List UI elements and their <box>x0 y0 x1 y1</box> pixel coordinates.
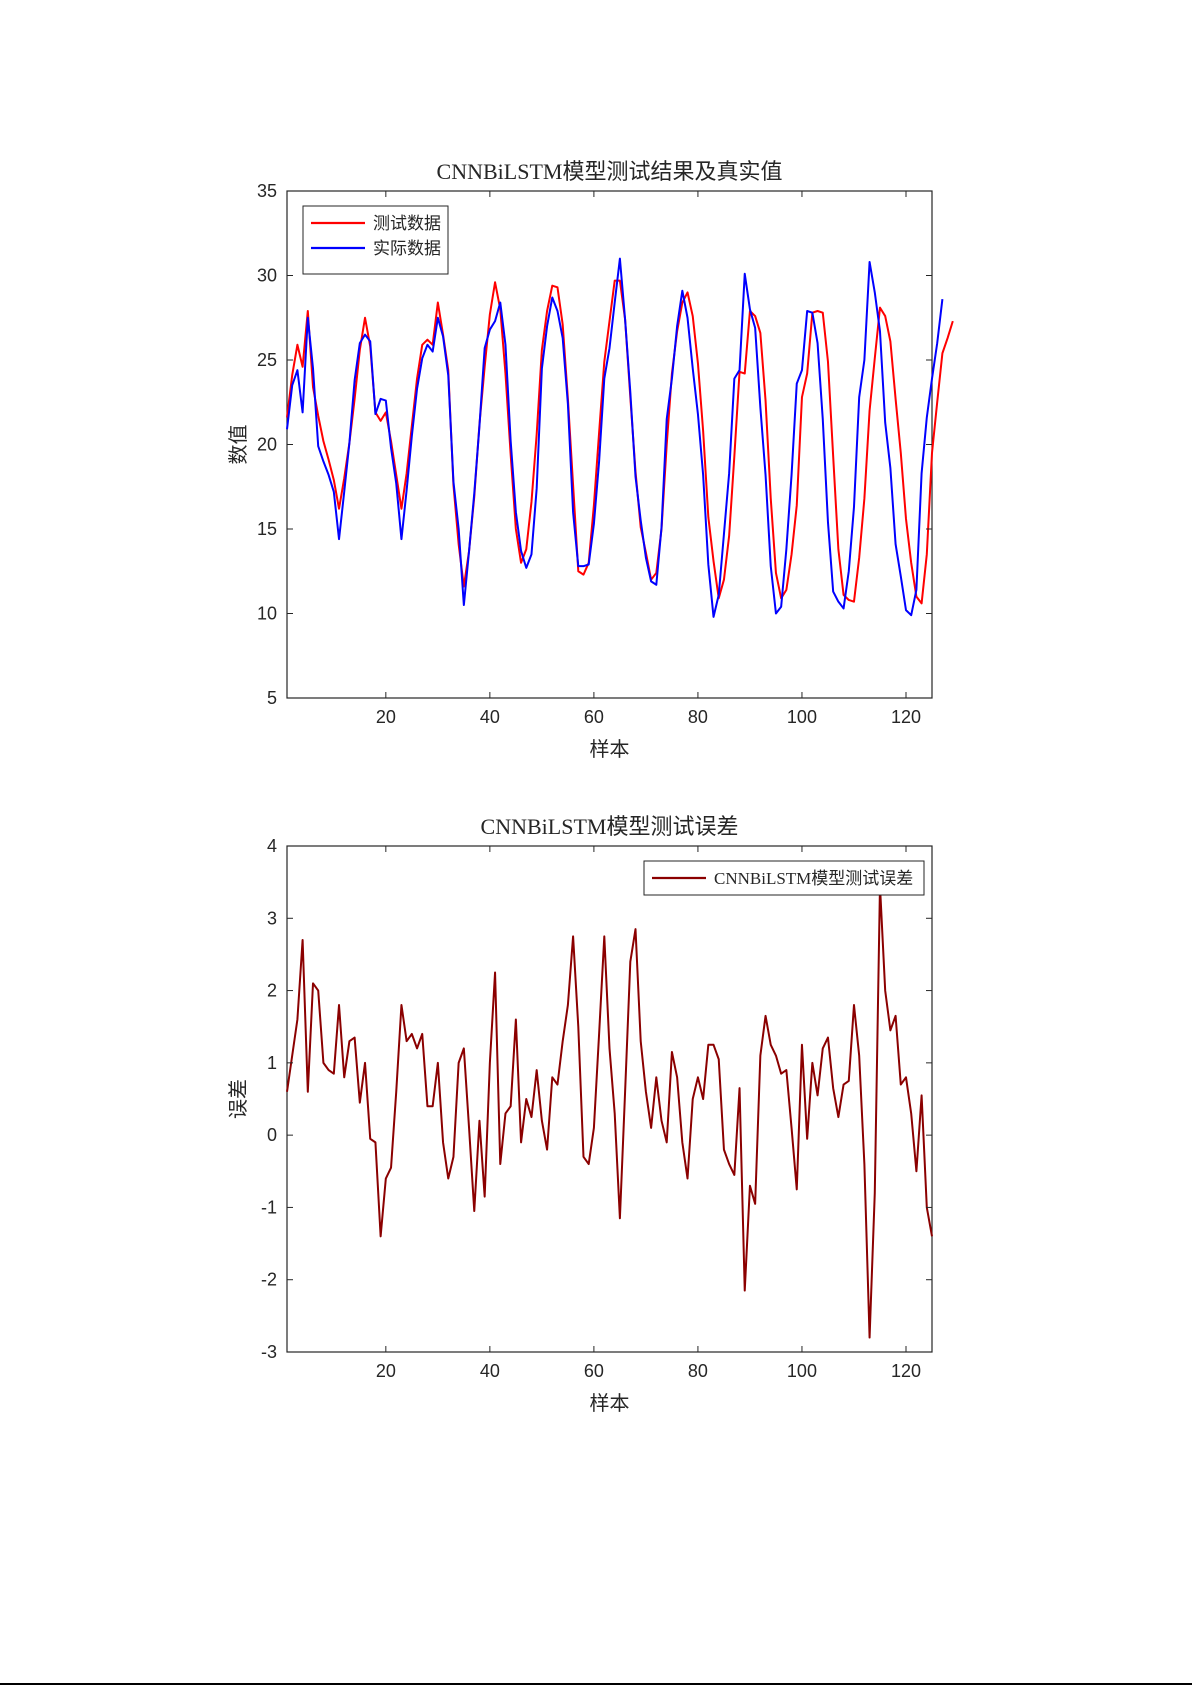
series-line-2 <box>286 257 944 618</box>
y-tick-label: 20 <box>257 435 277 455</box>
legend-label-1: CNNBiLSTM模型测试误差 <box>714 869 913 888</box>
series-line-1 <box>286 279 954 605</box>
y-tick-label: 30 <box>257 266 277 286</box>
legend-label-2: 实际数据 <box>373 239 441 258</box>
legend: CNNBiLSTM模型测试误差 <box>643 860 925 896</box>
y-tick-label: 35 <box>257 181 277 201</box>
y-tick-label: 2 <box>267 981 277 1001</box>
x-tick-label: 120 <box>891 707 921 727</box>
y-tick-label: 0 <box>267 1125 277 1145</box>
x-tick-label: 40 <box>480 707 500 727</box>
y-tick-label: 3 <box>267 908 277 928</box>
x-tick-label: 80 <box>688 707 708 727</box>
bottom-rule <box>0 1683 1192 1685</box>
series-line-1 <box>286 884 933 1339</box>
x-tick-label: 20 <box>376 707 396 727</box>
y-tick-label: 15 <box>257 519 277 539</box>
x-tick-label: 80 <box>688 1361 708 1381</box>
chart-1: 20 40 60 80 100 120 5 10 15 20 25 30 35 CNNBiLSTM模型测试… <box>226 159 954 761</box>
x-tick-label: 100 <box>787 1361 817 1381</box>
chart-2: 20 40 60 80 100 120 -3 -2 -1 0 1 2 3 4 CNNBiLSTM模型测试误差… <box>226 814 933 1415</box>
x-axis-label: 样本 <box>590 737 630 761</box>
x-tick-label: 120 <box>891 1361 921 1381</box>
legend-label-1: 测试数据 <box>373 214 441 233</box>
chart-title: CNNBiLSTM模型测试结果及真实值 <box>437 159 783 184</box>
y-tick-label: 4 <box>267 836 277 856</box>
x-tick-label: 60 <box>584 707 604 727</box>
x-tick-label: 20 <box>376 1361 396 1381</box>
x-tick-label: 40 <box>480 1361 500 1381</box>
legend-box <box>302 205 449 275</box>
y-tick-label: 1 <box>267 1053 277 1073</box>
plot-area-frame <box>286 845 933 1353</box>
y-tick-label: 25 <box>257 350 277 370</box>
y-tick-label: 5 <box>267 688 277 708</box>
x-tick-label: 60 <box>584 1361 604 1381</box>
y-tick-label: -3 <box>261 1342 277 1362</box>
y-tick-label: -2 <box>261 1270 277 1290</box>
y-axis-label: 数值 <box>226 425 250 465</box>
y-tick-label: 10 <box>257 604 277 624</box>
y-tick-label: -1 <box>261 1197 277 1217</box>
chart-title: CNNBiLSTM模型测试误差 <box>481 814 739 839</box>
x-tick-label: 100 <box>787 707 817 727</box>
x-axis-label: 样本 <box>590 1391 630 1415</box>
y-axis-label: 误差 <box>226 1079 250 1119</box>
